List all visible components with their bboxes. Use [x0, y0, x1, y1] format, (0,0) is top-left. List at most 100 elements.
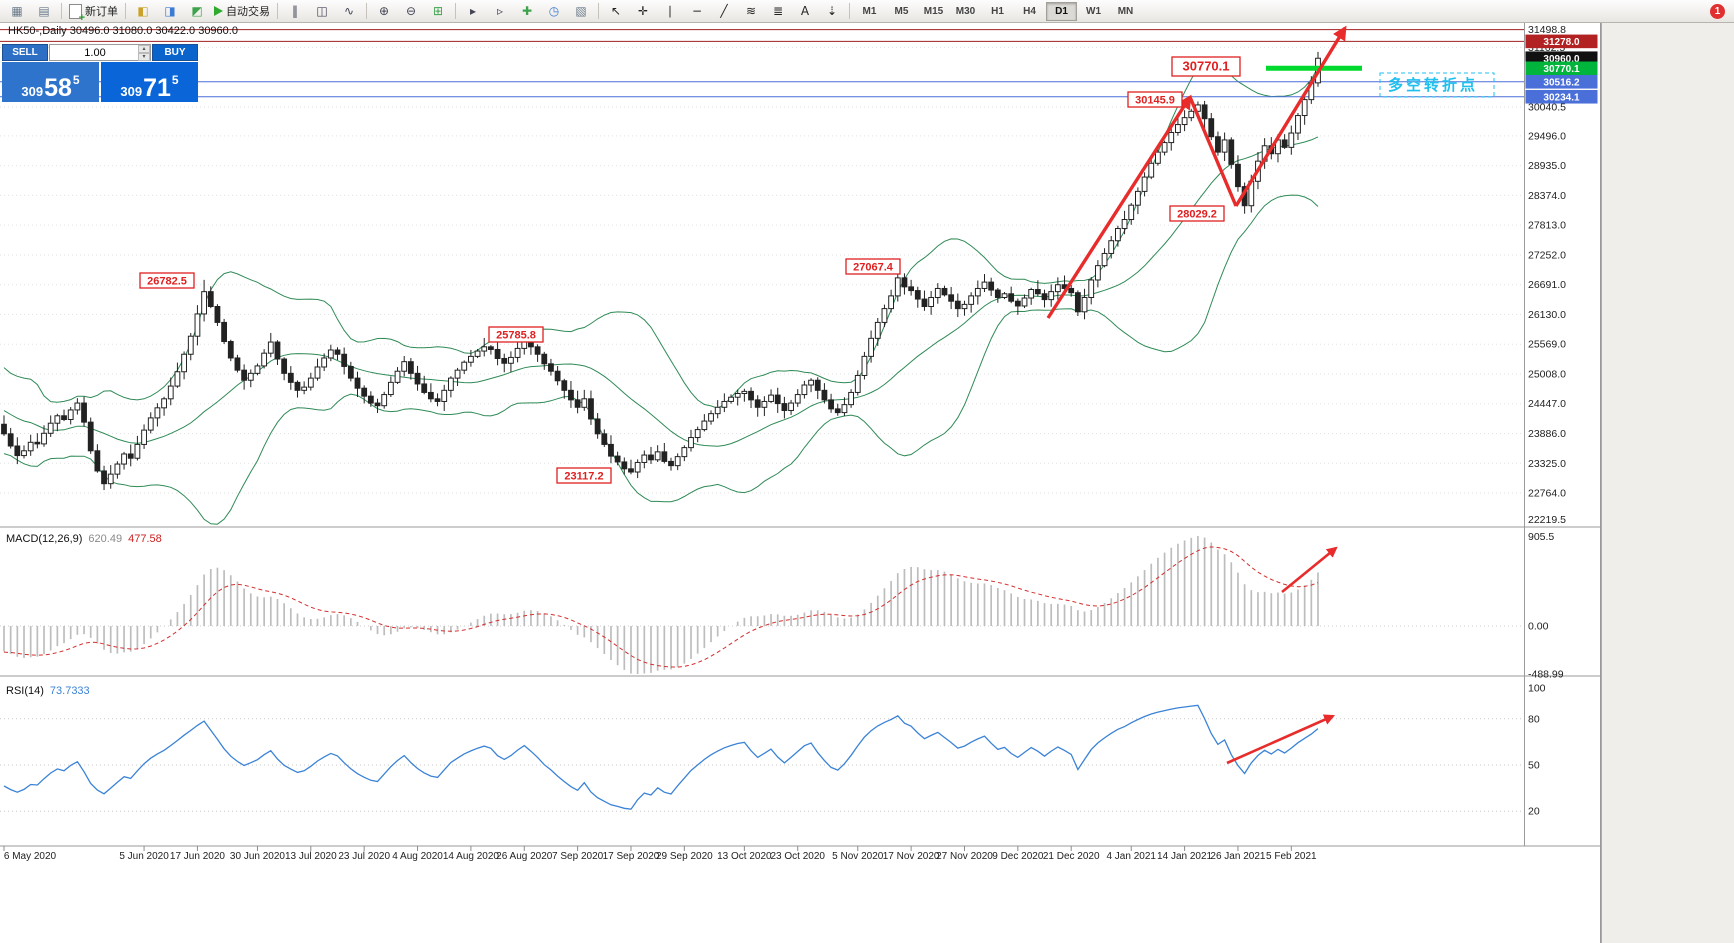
price-annotation-23117.2[interactable]: 23117.2: [556, 467, 612, 484]
data-window-button[interactable]: ◨: [157, 1, 183, 22]
notification-badge[interactable]: 1: [1710, 3, 1725, 19]
candle-body: [614, 455, 621, 463]
chart-shift-button[interactable]: ▹: [487, 1, 513, 22]
timeframe-d1-button[interactable]: D1: [1046, 1, 1077, 21]
toolbar-separator: [366, 3, 367, 19]
arrows-tool-button[interactable]: ⇣: [819, 1, 845, 22]
zoom-out-button[interactable]: ⊖: [398, 1, 424, 22]
timeframe-h1-button[interactable]: H1: [991, 5, 1004, 17]
bar-chart-mode-button[interactable]: ‖: [282, 1, 308, 22]
trendline-icon: ╱: [720, 4, 728, 18]
candle-body: [1048, 291, 1055, 301]
candle-body: [634, 461, 641, 473]
buy-button[interactable]: BUY: [152, 44, 198, 61]
candle-body: [548, 363, 554, 372]
crosshair-button[interactable]: ✛: [630, 1, 656, 22]
rsi-arrow[interactable]: [1226, 714, 1335, 765]
price-annotation-25785.8[interactable]: 25785.8: [488, 326, 544, 343]
horizontal-line-button[interactable]: −: [684, 1, 710, 22]
timeframe-m30-button[interactable]: M30: [955, 5, 976, 17]
zoom-in-button[interactable]: ⊕: [371, 1, 397, 22]
timeframe-h4-button[interactable]: H4: [1023, 5, 1036, 17]
grid-icon: ⊞: [432, 4, 444, 18]
templates-button[interactable]: ▧: [568, 1, 594, 22]
navigator-button[interactable]: ◩: [184, 1, 210, 22]
timeframe-m1-button[interactable]: M1: [862, 5, 877, 17]
candle-body: [608, 443, 614, 457]
price-axis-label: 24447.0: [1528, 398, 1566, 410]
candle-body: [294, 381, 301, 391]
toolbar-separator: [455, 3, 456, 19]
time-axis[interactable]: [0, 847, 1600, 943]
volume-increase-button[interactable]: ▴: [138, 45, 150, 53]
price-annotation-28029.2[interactable]: 28029.2: [1169, 205, 1225, 222]
price-annotation-30770.1[interactable]: 30770.1: [1171, 56, 1241, 77]
trend-arrow-3[interactable]: [1234, 25, 1347, 207]
candle-body: [708, 413, 714, 422]
sell-button[interactable]: SELL: [2, 44, 48, 61]
trend-arrow-1[interactable]: [1046, 94, 1192, 319]
svg-text:27067.4: 27067.4: [853, 262, 894, 274]
volume-decrease-button[interactable]: ▾: [138, 53, 150, 61]
price-axis-label: 28935.0: [1528, 160, 1566, 172]
time-axis-label: 7 Sep 2020: [552, 851, 604, 862]
timeframe-m15-button[interactable]: M15: [923, 5, 944, 17]
candle-body: [688, 437, 694, 449]
candle-body: [1181, 117, 1188, 126]
price-annotation-26782.5[interactable]: 26782.5: [139, 272, 195, 289]
cursor-button[interactable]: ↖: [603, 1, 629, 22]
line-chart-mode-button[interactable]: ∿: [336, 1, 362, 22]
fibonacci-button[interactable]: ≣: [765, 1, 791, 22]
price-annotation-27067.4[interactable]: 27067.4: [845, 258, 901, 275]
chart-canvas[interactable]: 26782.5 25785.8 23117.2 27067.4 30145.9 28029…: [0, 0, 1601, 943]
chart-profiles-button[interactable]: ▤: [31, 1, 57, 22]
candle-body: [921, 298, 928, 308]
annotation-turning-point[interactable]: 多空转折点: [1379, 72, 1495, 98]
candle-body: [961, 303, 968, 310]
cursor-icon: ↖: [610, 4, 622, 18]
candle-body: [761, 400, 768, 408]
svg-text:30145.9: 30145.9: [1135, 95, 1175, 107]
new-chart-button[interactable]: ▦: [4, 1, 30, 22]
timeframe-w1-button[interactable]: W1: [1086, 5, 1101, 17]
trendline-button[interactable]: ╱: [711, 1, 737, 22]
bar-chart-mode-icon: ‖: [292, 4, 298, 18]
vertical-line-button[interactable]: ∣: [657, 1, 683, 22]
equidistant-channel-button[interactable]: ≋: [738, 1, 764, 22]
market-watch-icon: ◧: [137, 4, 149, 18]
zoom-in-icon: ⊕: [378, 4, 390, 18]
price-annotation-30145.9[interactable]: 30145.9: [1127, 91, 1183, 108]
candle-body: [67, 409, 74, 420]
timeframe-mn-button[interactable]: MN: [1117, 5, 1134, 17]
candlestick-mode-icon: ◫: [316, 4, 328, 18]
candle-body: [834, 408, 841, 414]
market-watch-button[interactable]: ◧: [130, 1, 156, 22]
indicators-button[interactable]: ✚: [514, 1, 540, 22]
trend-arrow-2[interactable]: [1188, 96, 1238, 207]
rsi-line: [3, 704, 1319, 810]
candle-body: [481, 346, 488, 352]
new-order-button[interactable]: 新订单: [66, 1, 121, 24]
buy-price-small: 309: [120, 84, 143, 99]
price-axis[interactable]: [1525, 23, 1600, 846]
chart-plot-area[interactable]: [0, 23, 1601, 943]
grid-button[interactable]: ⊞: [425, 1, 451, 22]
periods-button[interactable]: ◷: [541, 1, 567, 22]
time-axis-label: 4 Aug 2020: [392, 851, 443, 862]
candle-body: [881, 308, 888, 323]
time-axis-label: 6 May 2020: [4, 851, 57, 862]
candle-body: [447, 377, 454, 391]
time-axis-label: 17 Nov 2020: [883, 851, 940, 862]
timeframe-m5-button[interactable]: M5: [894, 5, 909, 17]
auto-scroll-button[interactable]: ▸: [460, 1, 486, 22]
candlestick-mode-button[interactable]: ◫: [309, 1, 335, 22]
volume-input[interactable]: [50, 45, 150, 60]
text-label-button[interactable]: A: [792, 1, 818, 22]
time-axis-label: 23 Jul 2020: [338, 851, 390, 862]
candle-body: [367, 395, 374, 404]
buy-price[interactable]: 309 71 5: [101, 62, 198, 102]
sell-price[interactable]: 309 58 5: [2, 62, 99, 102]
auto-trading-button[interactable]: 自动交易: [211, 1, 273, 22]
macd-arrow[interactable]: [1281, 546, 1338, 594]
candle-body: [694, 429, 701, 439]
